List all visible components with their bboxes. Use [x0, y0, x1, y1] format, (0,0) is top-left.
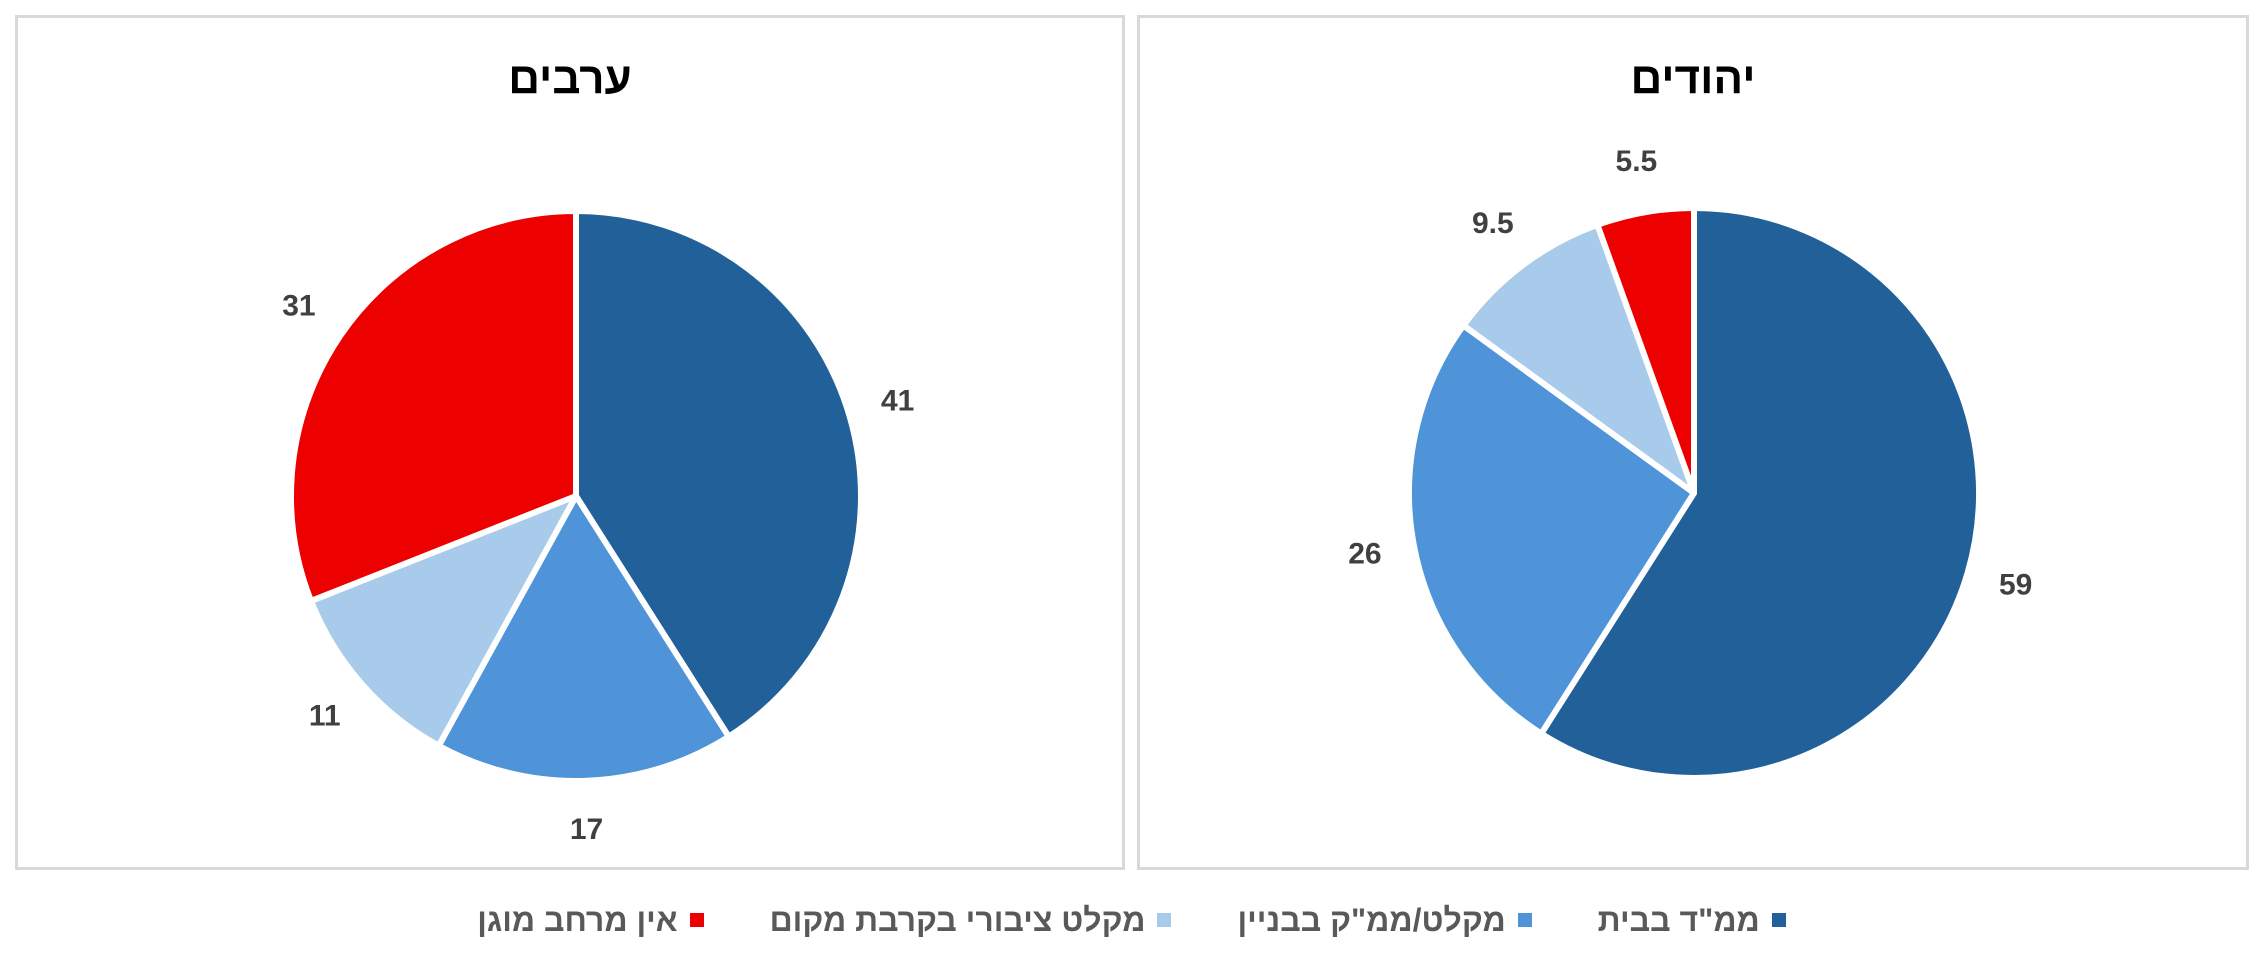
chart-panel-arabs: ערבים 41 17 11 31 [15, 15, 1125, 870]
data-label: 11 [309, 699, 341, 732]
pie-slice [308, 493, 579, 749]
pie-slice [1538, 205, 1982, 781]
legend-swatch [1517, 913, 1532, 927]
legend-item-building-shelter: מקלט/ממ"ק בבניין [1237, 901, 1532, 939]
legend-label: מקלט/ממ"ק בבניין [1237, 901, 1506, 938]
pie-slice [1594, 205, 1697, 496]
data-label: 17 [570, 813, 603, 846]
legend-swatch [1157, 913, 1172, 927]
pie-slice [1406, 322, 1697, 737]
data-label: 5.5 [1616, 145, 1658, 178]
chart-panel-jews: יהודים 59 26 9.5 5.5 [1137, 15, 2249, 870]
pie-slice [435, 493, 732, 784]
pie-slice [288, 208, 579, 604]
legend-item-home-shelter: ממ"ד בבית [1598, 902, 1786, 939]
pie-chart-jews: 59 26 9.5 5.5 [1348, 145, 2032, 781]
data-label: 9.5 [1472, 207, 1514, 240]
legend-item-public-shelter: מקלט ציבורי בקרבת מקום [770, 902, 1172, 939]
legend-label: מקלט ציבורי בקרבת מקום [769, 901, 1146, 938]
data-label: 59 [1999, 568, 2032, 601]
legend: ממ"ד בבית מקלט/ממ"ק בבניין מקלט ציבורי ב… [0, 895, 2263, 945]
data-label: 26 [1348, 538, 1381, 571]
data-label: 31 [282, 290, 315, 323]
legend-swatch [1771, 913, 1786, 927]
chart-title-jews: יהודים [1630, 54, 1756, 103]
legend-swatch [689, 913, 704, 927]
legend-label: ממ"ד בבית [1597, 901, 1760, 938]
legend-label: אין מרחב מוגן [477, 901, 678, 938]
chart-title-arabs: ערבים [508, 54, 632, 103]
pie-chart-arabs: 41 17 11 31 [282, 208, 914, 846]
pie-slice [1460, 221, 1697, 496]
data-label: 41 [881, 384, 914, 417]
legend-item-no-protected-space: אין מרחב מוגן [477, 901, 704, 939]
